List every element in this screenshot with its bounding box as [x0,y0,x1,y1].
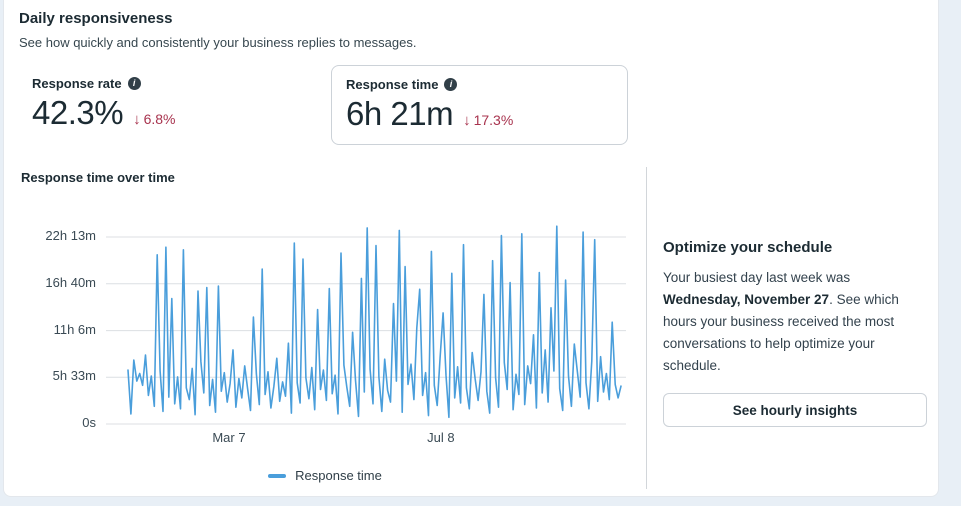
response-rate-delta-value: 6.8% [143,111,176,127]
response-time-value: 6h 21m [346,95,454,132]
y-axis-tick-label: 0s [82,415,96,430]
down-arrow-icon: ↓ [463,112,471,129]
chart-legend: Response time [4,468,646,483]
response-rate-value: 42.3% [32,94,124,131]
side-panel-title: Optimize your schedule [663,239,833,256]
y-axis-tick-label: 16h 40m [45,274,96,290]
response-time-delta-value: 17.3% [473,112,514,128]
y-axis-tick-label: 11h 6m [53,321,96,337]
legend-line-swatch [268,473,287,478]
y-axis-tick-label: 22h 13m [45,228,96,243]
side-panel-body: Your busiest day last week was Wednesday… [663,267,927,377]
x-axis-tick-label: Mar 7 [212,430,246,445]
page-title: Daily responsiveness [19,10,173,27]
side-body-text: . See which hours your business received… [663,292,899,373]
legend-label: Response time [295,468,382,483]
metric-card-response-rate[interactable]: Response rate i 42.3% ↓ 6.8% [18,65,318,145]
chart-title: Response time over time [21,170,175,185]
page-subtitle: See how quickly and consistently your bu… [19,35,417,50]
daily-responsiveness-card: Daily responsiveness See how quickly and… [3,0,939,497]
busiest-day-text: Wednesday, November 27 [663,292,830,307]
info-icon[interactable]: i [127,77,141,90]
response-rate-delta: ↓ 6.8% [133,111,175,128]
y-axis-tick-label: 5h 33m [52,368,96,384]
response-rate-label: Response rate [32,76,122,91]
metric-card-response-time[interactable]: Response time i 6h 21m ↓ 17.3% [331,65,628,145]
vertical-divider [646,167,647,489]
response-time-delta: ↓ 17.3% [463,112,513,129]
info-icon[interactable]: i [444,78,458,91]
x-axis-tick-label: Jul 8 [427,430,455,445]
side-body-text: Your busiest day last week was [663,270,851,285]
optimize-schedule-panel: Optimize your schedule Your busiest day … [663,239,927,427]
see-hourly-insights-button[interactable]: See hourly insights [663,393,927,427]
response-time-label: Response time [346,77,439,92]
response-time-chart[interactable] [106,223,626,426]
down-arrow-icon: ↓ [133,111,141,128]
